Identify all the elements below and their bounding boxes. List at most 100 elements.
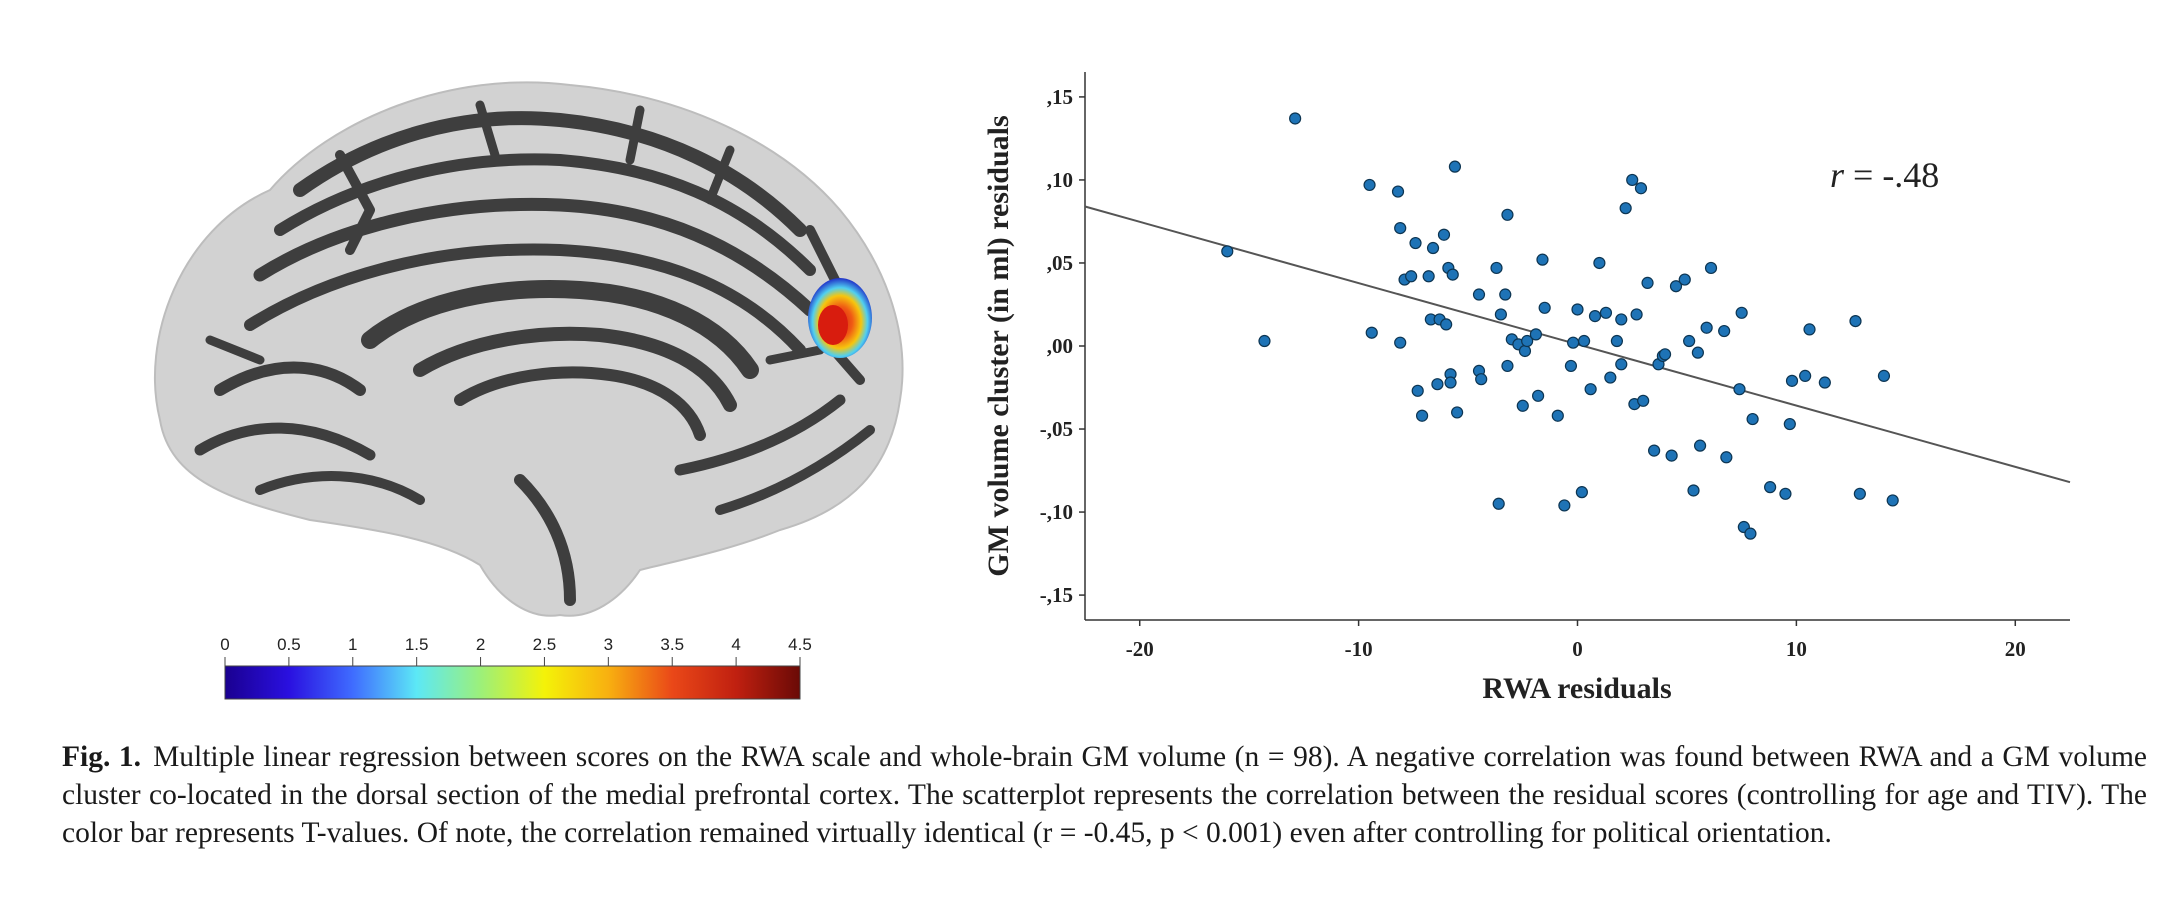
data-point [1446,268,1459,281]
data-point [1779,487,1792,500]
data-point [1394,221,1407,235]
data-point [1365,326,1378,339]
data-point [1567,336,1580,349]
data-point [1593,256,1606,270]
data-point [1258,334,1271,348]
x-axis-title: RWA residuals [1482,672,1671,705]
data-point [1683,334,1696,348]
data-point [1492,497,1505,510]
data-point [1431,378,1444,391]
x-tick-label: 0 [1572,637,1583,661]
data-point [1877,369,1891,382]
data-point [1499,288,1512,301]
scatter-plot: ,15 ,10 ,05 ,00 -,05 -,10 -,15 -20 -10 0 10 20 r =… [982,72,2071,705]
figure-caption: Fig. 1. Multiple linear regression betwee… [62,738,2147,852]
data-point [1669,280,1683,293]
data-point [1289,112,1302,125]
x-tick-label: 20 [2005,637,2026,661]
data-point [1658,348,1672,361]
data-point [1538,301,1551,314]
x-tick-label: 10 [1786,637,1807,661]
data-point [1501,208,1514,221]
data-point [1422,270,1435,283]
data-point [1405,270,1418,283]
data-point [1783,417,1796,431]
data-point [1501,359,1514,373]
data-point [1599,306,1613,319]
data-point [1411,384,1424,397]
data-point [1558,499,1571,512]
data-point [1577,334,1591,348]
y-tick-label: -,15 [1040,583,1073,607]
y-tick-label: -,10 [1040,500,1073,524]
data-point [1665,449,1678,462]
y-tick-label: ,00 [1047,334,1073,358]
data-point [1886,494,1899,507]
brain-surface-image [153,81,904,617]
data-point [1426,241,1440,255]
data-point [1472,288,1486,301]
x-tick-label: -20 [1126,637,1154,661]
data-point [1221,245,1234,258]
data-point [1849,314,1862,328]
caption-text: Multiple linear regression between score… [62,741,2148,849]
colorbar-gradient [224,665,801,700]
data-point [1391,185,1405,198]
data-point [1415,409,1429,422]
data-point [1531,389,1545,402]
data-point [1764,481,1777,494]
brain-outline [153,81,904,617]
colorbar-tick-label: 3 [604,635,613,654]
data-point [1440,318,1453,331]
data-point [1444,376,1457,389]
data-point [1641,276,1654,289]
data-point [1363,178,1376,192]
data-point [1630,308,1643,321]
y-axis-title: GM volume cluster (in ml) residuals [982,115,1015,576]
data-point [1678,273,1691,286]
data-point [1516,399,1529,412]
colorbar-tick-label: 1.5 [405,635,429,654]
y-tick-label: ,10 [1047,168,1073,192]
data-point [1693,439,1707,452]
data-point [1733,383,1746,396]
data-point [1718,324,1731,338]
data-point [1687,484,1700,497]
data-point [1490,261,1503,275]
correlation-annotation: r = -.48 [1830,155,1939,195]
data-point [1571,303,1584,316]
data-point [1691,346,1704,359]
y-tick-label: -,05 [1040,417,1073,441]
caption-label: Fig. 1. [62,741,142,773]
colorbar-tick-label: 3.5 [660,635,684,654]
data-point [1521,334,1534,348]
x-tick-label: -10 [1345,637,1373,661]
data-point [1604,371,1617,384]
data-point [1494,308,1507,321]
data-point [1637,394,1650,407]
data-point [1448,160,1462,173]
data-point [1619,202,1632,215]
data-point [1610,334,1624,348]
colorbar: 0 0.5 1 1.5 2 2.5 3 3.5 4 4.5 [220,635,812,700]
data-point [1735,306,1748,319]
colorbar-tick-label: 0 [220,635,229,654]
data-point [1588,310,1602,323]
data-point [1818,376,1831,389]
data-point [1564,359,1578,373]
data-point [1536,253,1549,266]
data-point [1409,236,1422,250]
data-point [1475,373,1488,386]
data-point [1518,344,1532,358]
colorbar-tick-label: 2.5 [533,635,557,654]
data-point [1626,173,1639,187]
data-point [1584,383,1597,396]
data-point [1615,313,1628,326]
colorbar-tick-label: 4.5 [788,635,812,654]
data-point [1746,412,1759,426]
colorbar-tick-label: 2 [476,635,485,654]
data-point [1529,328,1543,341]
colorbar-tick-label: 1 [348,635,357,654]
data-point [1803,323,1816,336]
